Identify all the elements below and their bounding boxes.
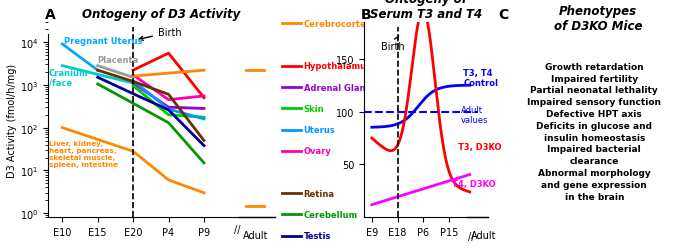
Text: A: A [45,8,56,22]
Text: Pregnant Uterus: Pregnant Uterus [64,37,142,46]
Text: T3, T4
Control: T3, T4 Control [463,69,498,88]
Text: Adult: Adult [243,230,268,240]
Title: Phenotypes
of D3KO Mice: Phenotypes of D3KO Mice [554,5,642,33]
Text: //: // [469,231,475,241]
Text: Adult
values: Adult values [461,106,488,125]
Text: Testis: Testis [304,231,331,240]
Text: Cerebrocortex: Cerebrocortex [304,20,372,29]
Text: Placenta: Placenta [98,55,139,64]
Text: Liver, kidney,
heart, pancreas,
skeletal muscle,
spleen, intestine: Liver, kidney, heart, pancreas, skeletal… [49,140,117,167]
Text: T3, D3KO: T3, D3KO [458,142,502,151]
Title: Ontogeny of
Serum T3 and T4: Ontogeny of Serum T3 and T4 [370,0,482,21]
Title: Ontogeny of D3 Activity: Ontogeny of D3 Activity [82,8,240,21]
Text: Birth: Birth [381,36,405,52]
Text: Skin: Skin [304,104,324,113]
Text: Uterus: Uterus [304,126,335,134]
Text: C: C [498,8,508,22]
Text: //: // [234,224,240,234]
Text: B: B [361,8,371,22]
Text: Cranium
/face: Cranium /face [49,68,89,88]
Text: Hypothalamus: Hypothalamus [304,62,372,71]
Text: Growth retardation
Impaired fertility
Partial neonatal lethality
Impaired sensor: Growth retardation Impaired fertility Pa… [527,62,662,201]
Text: Adult: Adult [471,230,497,240]
Text: Ovary: Ovary [304,147,332,156]
Text: Cerebellum: Cerebellum [304,210,358,219]
Y-axis label: D3 Activity (fmol/h/mg): D3 Activity (fmol/h/mg) [7,63,17,177]
Text: Retina: Retina [304,189,335,198]
Text: Birth: Birth [139,28,181,41]
Text: Adrenal Gland: Adrenal Gland [304,83,371,92]
Text: T4, D3KO: T4, D3KO [452,179,495,188]
